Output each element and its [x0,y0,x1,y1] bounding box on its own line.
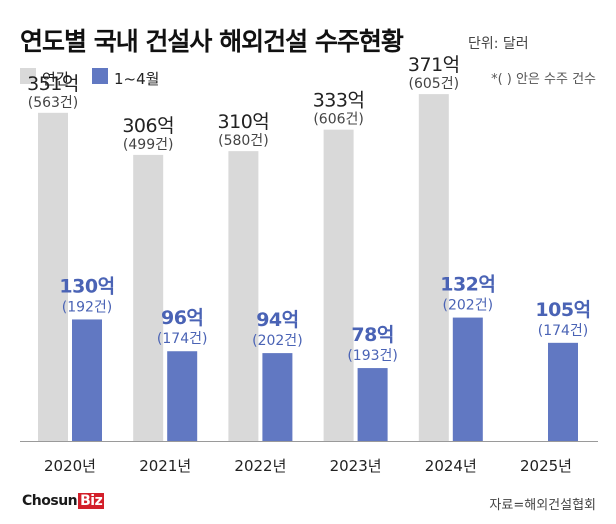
annual-count-label: (605건) [409,76,460,92]
x-tick-label: 2024년 [425,457,477,475]
chart-title: 연도별 국내 건설사 해외건설 수주현황 [20,27,404,56]
legend-swatch-partial [92,68,108,84]
partial-bar [357,368,388,441]
annual-count-label: (563건) [28,95,79,111]
partial-bar [72,319,102,441]
partial-bar [167,351,198,441]
x-tick-label: 2025년 [520,457,572,475]
x-tick-label: 2021년 [139,457,191,475]
logo-text-biz: Biz [78,493,105,509]
partial-value-label: 132억 [440,274,495,296]
annual-bar [228,151,259,441]
partial-value-label: 78억 [351,324,393,346]
x-tick-label: 2022년 [234,457,286,475]
annual-count-label: (606건) [313,112,364,128]
partial-value-label: 105억 [535,299,590,321]
partial-count-label: (174건) [538,323,589,339]
legend-label-partial: 1~4월 [114,70,160,88]
annual-count-label: (580건) [218,133,269,149]
annual-value-label: 310억 [218,111,270,133]
partial-count-label: (174건) [157,331,208,347]
count-note: *( ) 안은 수주 건수 [491,72,596,87]
partial-bar [548,342,578,441]
partial-count-label: (192건) [62,299,113,315]
annual-bar [38,112,68,441]
legend-label-annual: 연간 [42,70,70,88]
partial-value-label: 130억 [59,275,114,297]
partial-value-label: 94억 [256,309,298,331]
x-tick-label: 2023년 [330,457,382,475]
chosunbiz-logo: Chosun Biz [22,493,105,509]
annual-value-label: 351억 [27,73,79,95]
x-tick-label: 2020년 [44,457,96,475]
partial-count-label: (193건) [347,348,398,364]
legend-swatch-annual [20,68,36,84]
annual-count-label: (499건) [123,137,174,153]
annual-bar [418,94,449,442]
logo-text-chosun: Chosun [22,493,78,509]
source-note: 자료=해외건설협회 [489,498,596,513]
partial-bar [452,317,483,441]
annual-value-label: 306억 [122,115,174,137]
partial-bar [262,353,293,441]
annual-value-label: 371억 [408,54,460,76]
partial-value-label: 96억 [161,307,203,329]
annual-bar [323,129,354,441]
annual-value-label: 333억 [313,90,365,112]
annual-bar [133,154,164,441]
partial-count-label: (202건) [252,333,303,349]
partial-count-label: (202건) [443,298,494,314]
unit-label: 단위: 달러 [468,36,529,52]
